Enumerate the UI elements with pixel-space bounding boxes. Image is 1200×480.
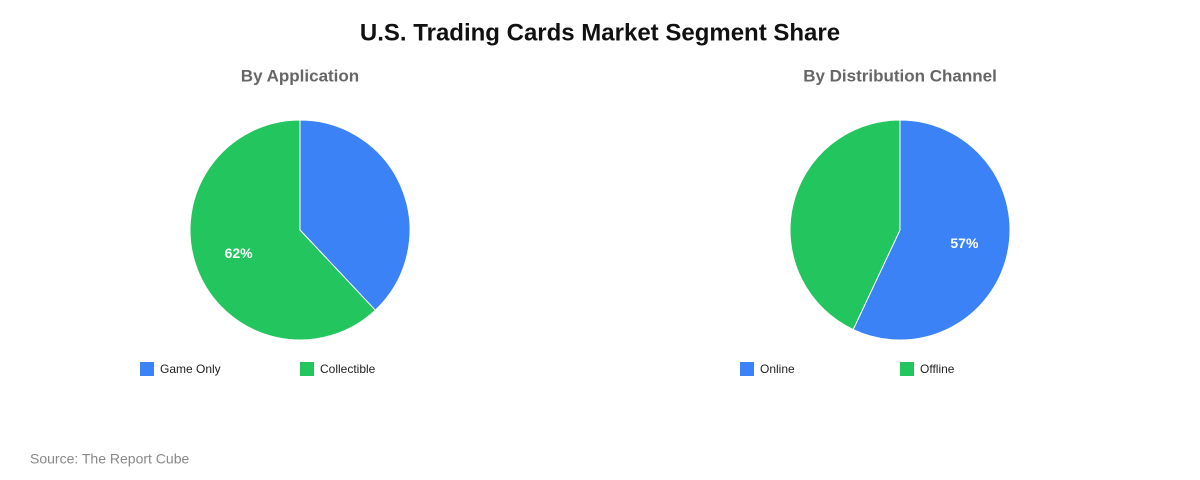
legend-swatch bbox=[300, 362, 314, 376]
chart-title: By Distribution Channel bbox=[803, 66, 997, 85]
pie-slice bbox=[189, 119, 377, 341]
legend-label: Game Only bbox=[160, 362, 221, 376]
legend-label: Online bbox=[760, 362, 795, 376]
legend-label: Collectible bbox=[320, 362, 376, 376]
page-title: U.S. Trading Cards Market Segment Share bbox=[360, 19, 840, 46]
data-label: 57% bbox=[950, 235, 979, 251]
pie-slice bbox=[299, 119, 411, 311]
data-label: 62% bbox=[225, 245, 254, 261]
legend-swatch bbox=[740, 362, 754, 376]
source: Source: The Report Cube bbox=[30, 451, 189, 467]
legend-swatch bbox=[140, 362, 154, 376]
pie-slice bbox=[852, 119, 1011, 341]
chart-title: By Application bbox=[241, 66, 359, 85]
pie-slice bbox=[789, 119, 901, 331]
legend-swatch bbox=[900, 362, 914, 376]
legend-label: Offline bbox=[920, 362, 955, 376]
